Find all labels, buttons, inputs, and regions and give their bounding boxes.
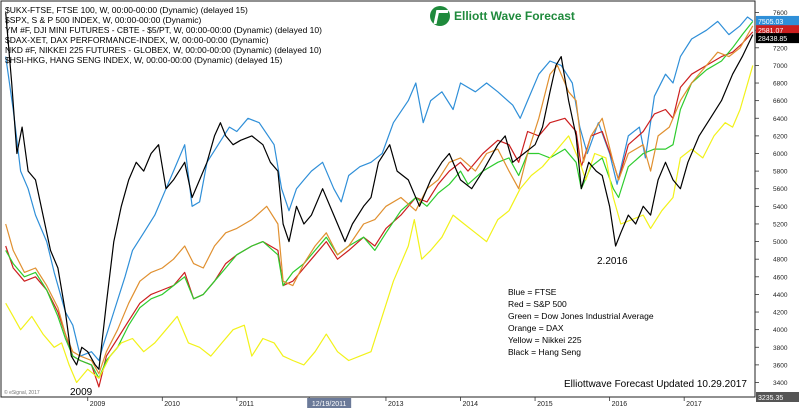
price-label-box (756, 392, 799, 402)
price-label-box (756, 33, 799, 44)
y-tick-label: 7200 (773, 45, 788, 52)
legend-dax: Orange = DAX (508, 323, 564, 333)
annotation-2009-low: 2009 (70, 387, 93, 398)
y-tick-label: 4600 (773, 274, 788, 281)
legend-hsi: Black = Hang Seng (508, 347, 582, 357)
y-tick-label: 5200 (773, 221, 788, 228)
y-tick-label: 6800 (773, 81, 788, 88)
update-credit: Elliottwave Forecast Updated 10.29.2017 (564, 379, 747, 390)
logo-icon (430, 6, 450, 26)
x-tick-highlight (307, 398, 352, 408)
x-tick-label: 2014 (463, 401, 479, 408)
price-label-text: 2581.07 (758, 28, 783, 35)
x-tick-label-highlighted: 12/19/2011 (312, 401, 347, 408)
y-tick-label: 6000 (773, 151, 788, 158)
price-label-box (756, 15, 799, 26)
header-line-nikkei: NKD #F, NIKKEI 225 FUTURES - GLOBEX, W, … (5, 45, 322, 55)
legend-spx: Red = S&P 500 (508, 299, 567, 309)
x-tick-label: 2017 (686, 401, 702, 408)
series-line-ftse (5, 16, 754, 362)
price-label-text: 28438.85 (758, 36, 787, 43)
header-line-spx: $SPX, S & P 500 INDEX, W, 00:00-00:00 (D… (5, 15, 202, 25)
legend-nikkei: Yellow = Nikkei 225 (508, 335, 582, 345)
series-line-dax (5, 25, 754, 375)
brand-logo: Elliott Wave Forecast (430, 6, 575, 26)
y-axis: 3400 3600 3800 4000 4200 4400 4600 4800 5000 5200… (755, 10, 788, 387)
x-tick-label: 2013 (388, 401, 404, 408)
price-label-text: 3235.35 (758, 395, 783, 402)
y-tick-label: 4800 (773, 257, 788, 264)
header-line-dji: YM #F, DJI MINI FUTURES - CBTE - $5/PT, … (5, 25, 322, 35)
x-tick-label: 2009 (90, 401, 106, 408)
y-tick-label: 5800 (773, 169, 788, 176)
x-tick-label: 2016 (612, 401, 628, 408)
y-tick-label: 3400 (773, 380, 788, 387)
header-line-ftse: $UKX-FTSE, FTSE 100, W, 00:00-00:00 (Dyn… (5, 5, 248, 15)
x-tick-label: 2010 (164, 401, 180, 408)
y-tick-label: 3600 (773, 362, 788, 369)
x-axis: 2009 2010 2011 12/19/2011 2013 2014 2015 2016 20… (87, 397, 702, 408)
y-tick-label: 4200 (773, 310, 788, 317)
header-line-dax: $DAX-XET, DAX PERFORMANCE-INDEX, W, 00:0… (5, 35, 269, 45)
annotation-2016-low: 2.2016 (597, 256, 628, 267)
y-tick-label: 6400 (773, 116, 788, 123)
y-tick-label: 3800 (773, 345, 788, 352)
y-tick-label: 5000 (773, 239, 788, 246)
y-tick-label: 5600 (773, 186, 788, 193)
copyright-notice: © eSignal, 2017 (4, 390, 40, 396)
x-tick-label: 2015 (537, 401, 553, 408)
y-tick-label: 7600 (773, 10, 788, 17)
y-tick-label: 6600 (773, 98, 788, 105)
y-tick-label: 7000 (773, 63, 788, 70)
price-label-box (756, 25, 799, 36)
header-line-hsi: $HSI-HKG, HANG SENG INDEX, W, 00:00-00:0… (5, 55, 283, 65)
legend-ftse: Blue = FTSE (508, 287, 557, 297)
y-tick-label: 4000 (773, 327, 788, 334)
logo-text: Elliott Wave Forecast (454, 9, 575, 23)
x-tick-label: 2011 (239, 401, 254, 408)
price-label-text: 7505.03 (758, 19, 783, 26)
series-lines (5, 12, 754, 388)
series-line-s-p-500 (5, 31, 754, 388)
y-tick-label: 5400 (773, 204, 788, 211)
y-tick-label: 4400 (773, 292, 788, 299)
legend-dji: Green = Dow Jones Industrial Average (508, 311, 654, 321)
y-tick-label: 6200 (773, 133, 788, 140)
series-line-hang-seng (5, 12, 754, 370)
